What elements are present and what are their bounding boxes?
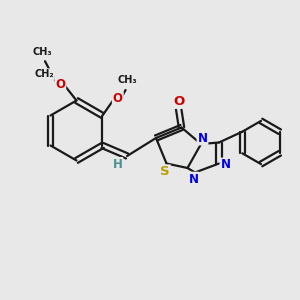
Text: CH₃: CH₃	[117, 75, 137, 85]
Text: O: O	[55, 78, 65, 91]
Text: O: O	[113, 92, 123, 105]
Text: S: S	[160, 165, 170, 178]
Text: O: O	[173, 95, 184, 108]
Text: CH₂: CH₂	[34, 69, 54, 79]
Text: N: N	[188, 172, 199, 186]
Text: N: N	[220, 158, 231, 172]
Text: H: H	[112, 158, 122, 171]
Text: N: N	[197, 131, 208, 145]
Text: CH₃: CH₃	[32, 47, 52, 57]
